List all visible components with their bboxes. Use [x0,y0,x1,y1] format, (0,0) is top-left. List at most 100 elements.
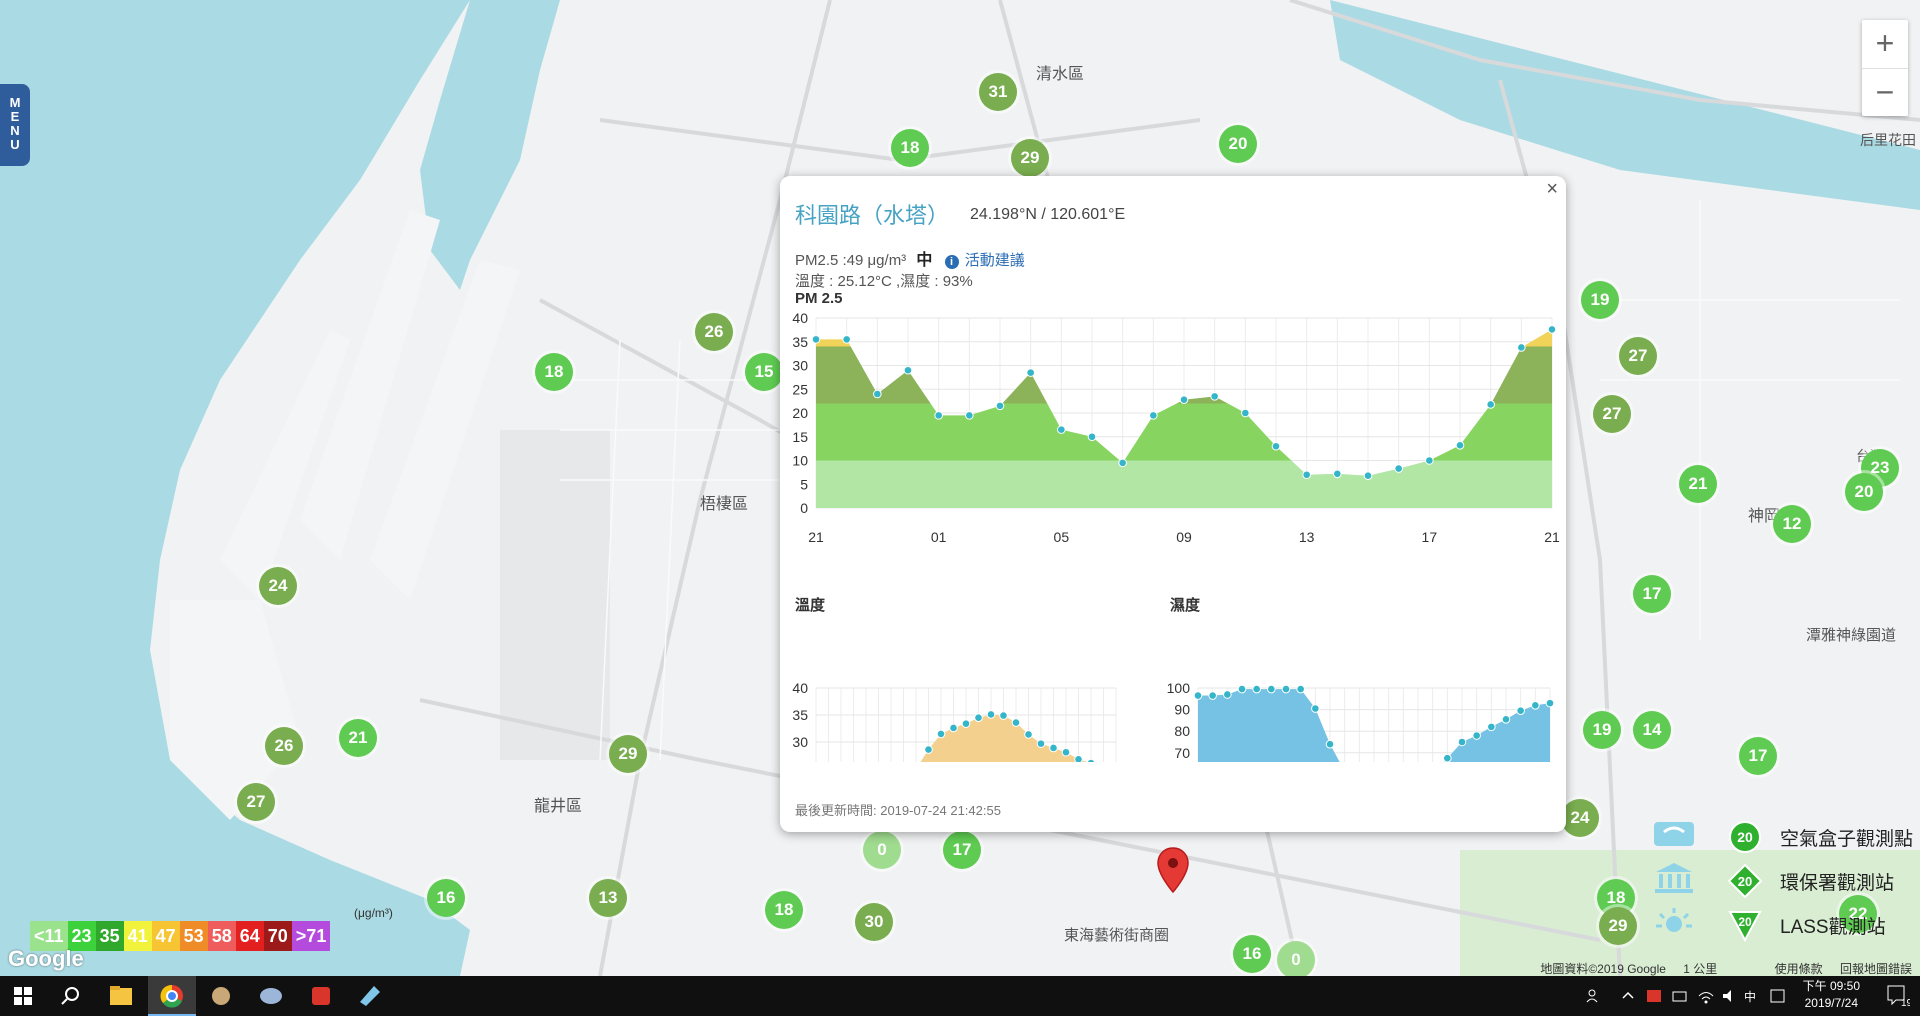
data-point [999,711,1008,720]
wifi-icon[interactable] [1696,986,1716,1006]
data-point [1472,731,1481,740]
sensor-marker[interactable]: 24 [259,567,297,605]
sensor-marker[interactable]: 29 [609,735,647,773]
data-point [1210,392,1219,401]
sensor-marker[interactable]: 14 [1633,711,1671,749]
security-icon[interactable] [1644,986,1664,1006]
data-point [1086,758,1096,762]
data-point [1179,395,1189,404]
app-icon[interactable] [306,982,336,1010]
sensor-marker[interactable]: 21 [1679,465,1717,503]
data-point [1394,464,1403,473]
sensor-marker[interactable]: 26 [265,727,303,765]
sensor-marker[interactable]: 17 [1739,737,1777,775]
data-point [1237,684,1247,694]
google-logo[interactable]: Google [8,946,84,971]
data-point [1296,684,1305,694]
sensor-marker[interactable]: 27 [237,783,275,821]
data-point [1281,684,1291,694]
y-tick-label: 0 [800,500,808,516]
sensor-marker[interactable]: 0 [1277,941,1315,976]
sensor-marker[interactable]: 0 [863,831,901,869]
terms-link[interactable]: 使用條款 [1774,962,1823,976]
data-point [1057,425,1066,434]
activity-advice-link[interactable]: 活動建議 [964,252,1025,269]
sensor-marker[interactable]: 19 [1583,711,1621,749]
map-scale: 1 公里 [1683,962,1758,976]
place-label: 后里花田 [1860,132,1916,148]
system-clock[interactable]: 下午 09:50 2019/7/24 [1803,978,1860,1012]
map-attribution: 地圖資料©2019 Google [1540,962,1666,976]
aqi-cell: 58 [207,921,236,951]
sensor-marker[interactable]: 20 [1845,473,1883,511]
sensor-marker[interactable]: 15 [745,353,783,391]
sensor-marker[interactable]: 27 [1619,337,1657,375]
info-icon[interactable]: i [944,255,959,269]
file-explorer-icon[interactable] [106,982,136,1010]
windows-start-icon[interactable] [8,982,38,1010]
data-point [1333,469,1342,479]
app-icon[interactable] [256,982,286,1010]
area-band [816,403,1552,461]
chevron-up-icon[interactable] [1620,986,1636,1006]
close-button[interactable]: × [1546,178,1558,200]
sensor-marker[interactable]: 29 [1011,139,1049,177]
sensor-marker[interactable]: 20 [1219,125,1257,163]
app-icon[interactable] [354,982,384,1010]
sensor-marker[interactable]: 12 [1773,505,1811,543]
aqi-cell: 35 [95,921,124,951]
location-pin-icon[interactable] [1156,846,1190,896]
legend-label: LASS觀測站 [1780,917,1886,938]
sensor-marker[interactable]: 18 [765,891,803,929]
pm-value: PM2.5 :49 μg/m³ [795,252,907,269]
sensor-marker[interactable]: 27 [1593,395,1631,433]
windows-taskbar: 中 下午 09:50 2019/7/24 19 [0,976,1920,1016]
battery-icon[interactable] [1670,986,1690,1006]
y-tick-label: 25 [792,761,808,762]
sensor-marker[interactable]: 18 [535,353,573,391]
place-label: 龍井區 [534,798,583,815]
place-label: 梧棲區 [700,496,749,513]
sensor-marker[interactable]: 16 [427,879,465,917]
sensor-marker[interactable]: 29 [1599,907,1637,945]
y-tick-label: 10 [792,453,808,469]
diamond-badge-icon: 20 [1728,864,1762,898]
sensor-marker[interactable]: 16 [1233,935,1271,973]
zoom-out-button[interactable]: − [1862,68,1908,116]
app-icon[interactable] [206,982,236,1010]
sensor-marker[interactable]: 13 [589,879,627,917]
sensor-marker[interactable]: 21 [339,719,377,757]
data-point [1223,690,1232,699]
zoom-control: + − [1862,20,1908,116]
notification-center-button[interactable]: 19 [1884,982,1913,1009]
chrome-icon[interactable] [157,982,187,1010]
map-area[interactable]: 清水區 梧棲區 龍井區 神岡區 東海藝術街商圈 潭雅神綠園道 后里花田 台灣 3… [0,0,1920,976]
sensor-marker[interactable]: 31 [979,73,1017,111]
search-icon[interactable] [56,982,86,1010]
map-tiles [0,0,1920,976]
data-point [924,745,933,754]
data-point [974,713,983,722]
keyboard-icon[interactable] [1768,986,1788,1006]
zoom-in-button[interactable]: + [1875,25,1895,61]
sensor-marker[interactable]: 17 [943,831,981,869]
sensor-marker[interactable]: 22 [1839,895,1877,933]
area-band [816,460,1552,508]
people-icon[interactable] [1584,986,1604,1006]
sensor-marker[interactable]: 18 [891,129,929,167]
data-point [1011,718,1021,727]
menu-tab[interactable]: MENU [0,84,30,166]
sensor-marker[interactable]: 17 [1633,575,1671,613]
data-point [811,335,821,344]
volume-icon[interactable] [1720,986,1740,1006]
lass-sun-icon [1656,908,1692,932]
y-tick-label: 15 [792,429,808,445]
ime-indicator[interactable]: 中 [1744,990,1757,1004]
data-point [1531,700,1540,710]
sensor-marker[interactable]: 30 [855,903,893,941]
sensor-marker[interactable]: 26 [695,313,733,351]
report-error-link[interactable]: 回報地圖錯誤 [1839,962,1912,976]
sensor-marker[interactable]: 24 [1561,799,1599,837]
sensor-marker[interactable]: 19 [1581,281,1619,319]
